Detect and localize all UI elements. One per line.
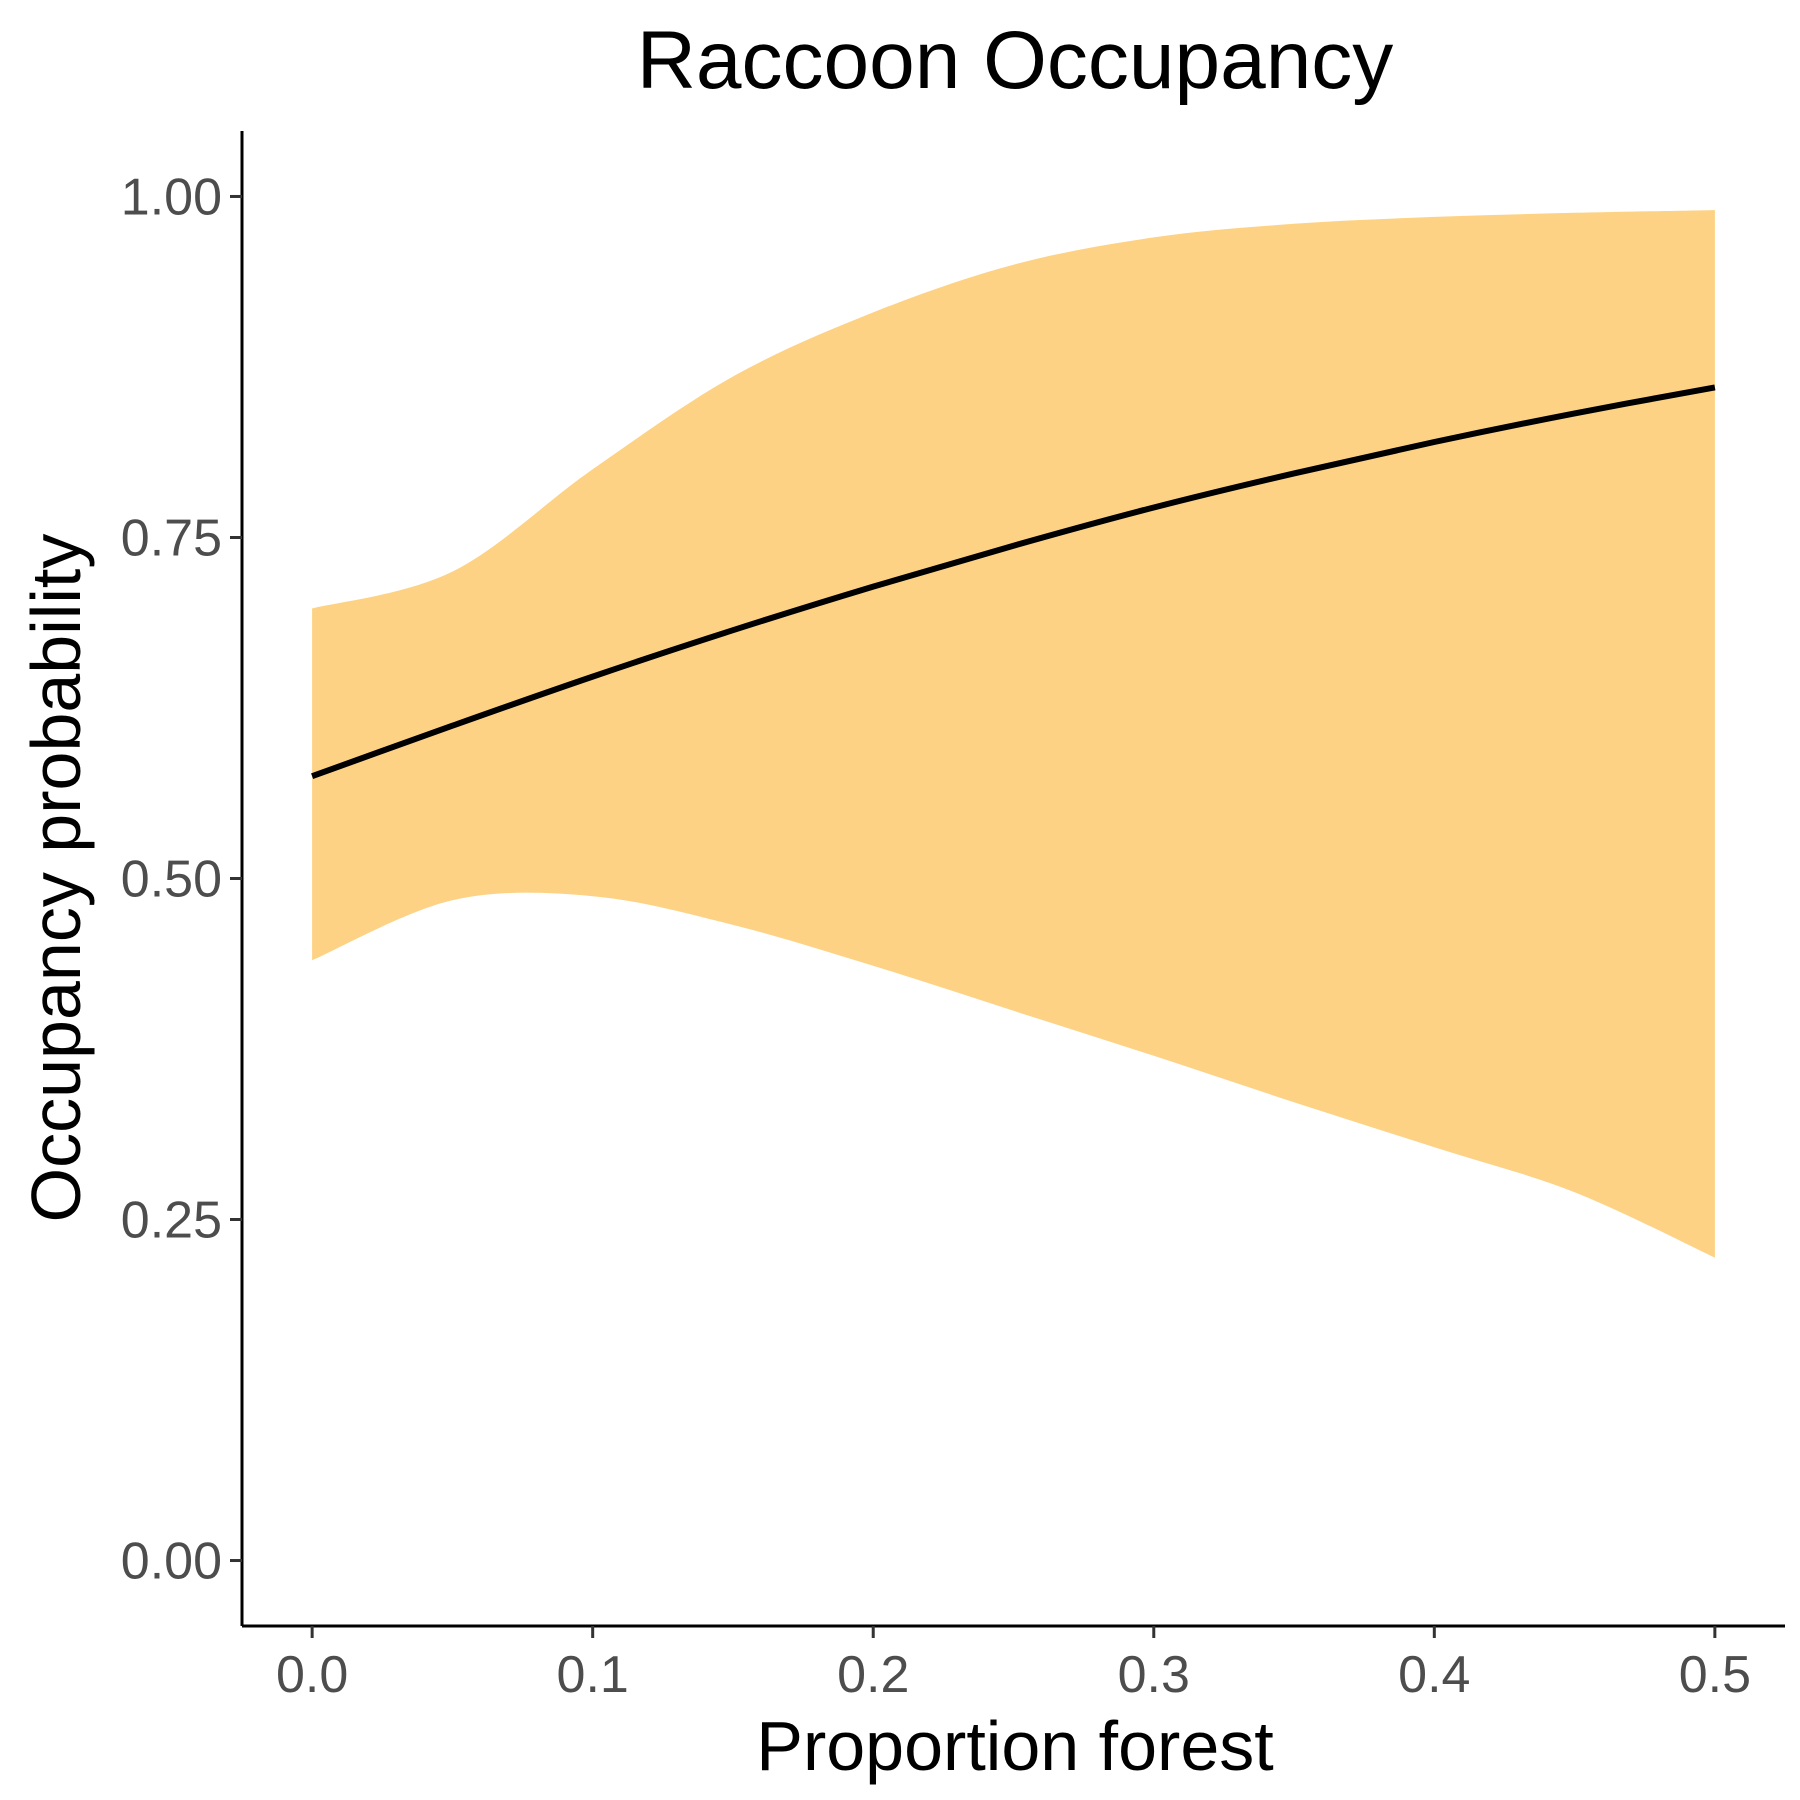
x-tick-label: 0.2 xyxy=(837,1646,909,1704)
x-tick-label: 0.4 xyxy=(1398,1646,1470,1704)
y-tick-label: 0.50 xyxy=(121,851,222,909)
occupancy-line xyxy=(311,384,1716,780)
y-ticks: 0.00 0.25 0.50 0.75 1.00 xyxy=(121,168,242,1591)
y-tick-label: 0.75 xyxy=(121,509,222,567)
y-tick-label: 0.00 xyxy=(121,1533,222,1591)
x-ticks: 0.0 0.1 0.2 0.3 0.4 0.5 xyxy=(276,1626,1751,1704)
chart-title: Raccoon Occupancy xyxy=(637,15,1394,106)
x-tick-label: 0.5 xyxy=(1679,1646,1751,1704)
confidence-band-layer xyxy=(312,210,1715,1258)
x-tick-label: 0.3 xyxy=(1118,1646,1190,1704)
y-tick-label: 1.00 xyxy=(121,168,222,226)
x-tick-label: 0.0 xyxy=(276,1646,348,1704)
y-tick-label: 0.25 xyxy=(121,1192,222,1250)
x-tick-label: 0.1 xyxy=(557,1646,629,1704)
y-axis-title: Occupancy probability xyxy=(17,534,95,1223)
series-line-layer xyxy=(311,384,1716,780)
confidence-band xyxy=(312,210,1715,1258)
x-axis-title: Proportion forest xyxy=(756,1707,1273,1785)
